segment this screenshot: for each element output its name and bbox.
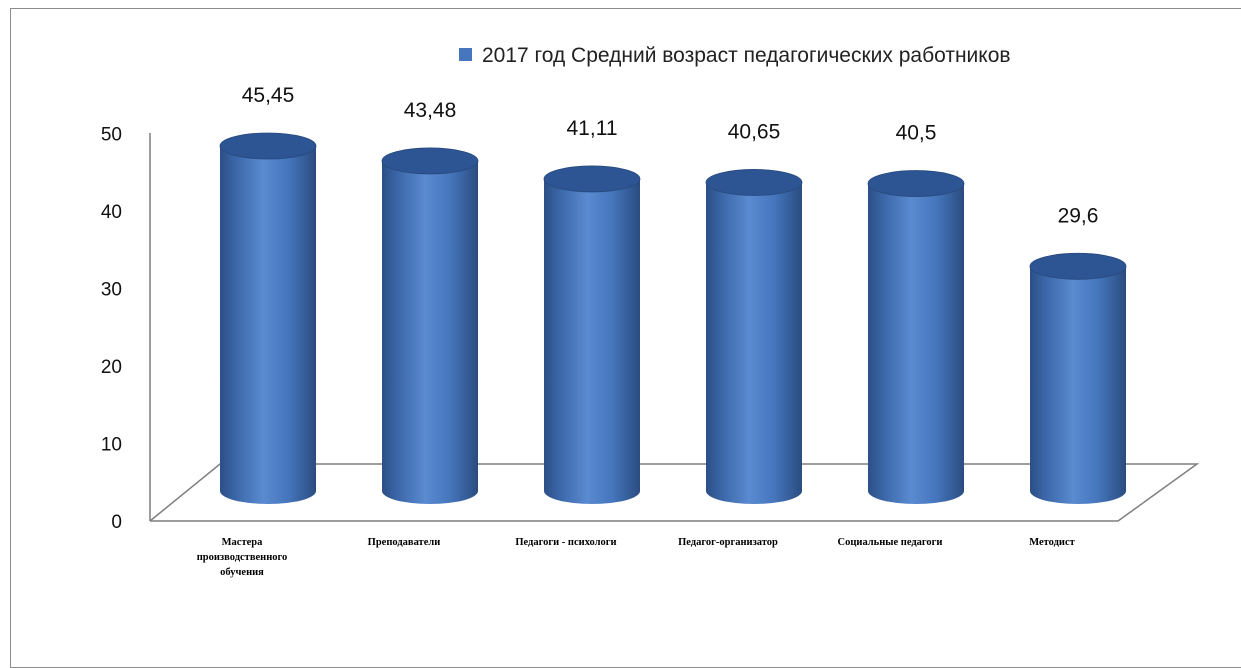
bar-body — [220, 146, 316, 504]
x-tick-label-line: Педагоги - психологи — [515, 537, 616, 548]
x-tick-label-line: обучения — [220, 567, 264, 578]
x-tick-label-line: Мастера — [222, 537, 263, 548]
bar — [1029, 252, 1127, 504]
x-tick-label: Мастера производственного обучения — [197, 537, 288, 578]
data-label: 41,11 — [567, 117, 618, 140]
x-tick-labels: Мастера производственного обучения Преподав… — [197, 537, 1076, 578]
y-tick-label: 0 — [111, 512, 122, 533]
data-label: 40,65 — [728, 120, 781, 143]
x-tick-label-line: Преподаватели — [368, 537, 441, 548]
data-label: 43,48 — [404, 99, 457, 122]
x-tick-label: Методист — [1029, 537, 1075, 548]
bar-body — [706, 182, 802, 504]
bar-body — [382, 160, 478, 504]
y-tick-label: 40 — [101, 202, 122, 223]
data-label: 45,45 — [242, 84, 295, 107]
y-tick-label: 20 — [101, 357, 122, 378]
x-tick-label-line: Методист — [1029, 537, 1075, 548]
bar-top — [705, 169, 803, 196]
legend-swatch — [459, 48, 472, 61]
data-label: 40,5 — [896, 122, 937, 145]
bar-top — [1029, 252, 1127, 280]
bar — [543, 165, 641, 504]
bar-body — [1030, 266, 1126, 504]
y-tick-label: 50 — [101, 125, 122, 146]
x-tick-label: Преподаватели — [368, 537, 441, 548]
bar-top — [219, 132, 317, 160]
x-tick-label: Социальные педагоги — [838, 537, 943, 548]
bar-top — [381, 147, 479, 175]
bar — [381, 147, 479, 504]
bars — [219, 132, 1127, 504]
x-tick-label: Педагоги - психологи — [515, 537, 616, 548]
bar-body — [868, 183, 964, 504]
floor-outline — [149, 463, 1200, 522]
bar — [867, 170, 965, 504]
x-tick-label-line: Социальные педагоги — [838, 537, 943, 548]
legend-label: 2017 год Средний возраст педагогических … — [482, 44, 1011, 67]
x-tick-label: Педагог-организатор — [678, 537, 778, 548]
y-tick-label: 30 — [101, 280, 122, 301]
bar-top — [867, 170, 965, 197]
bar-top — [543, 165, 641, 193]
x-tick-label-line: Педагог-организатор — [678, 537, 778, 548]
legend: 2017 год Средний возраст педагогических … — [459, 44, 1011, 67]
axes — [149, 133, 1200, 522]
y-tick-label: 10 — [101, 435, 122, 456]
bar-body — [544, 178, 640, 504]
x-tick-label-line: производственного — [197, 552, 288, 563]
data-label: 29,6 — [1058, 204, 1099, 227]
y-tick-labels: 0 10 20 30 40 50 — [101, 125, 122, 534]
bar — [219, 132, 317, 504]
data-labels: 45,45 43,48 41,11 40,65 40,5 29,6 — [242, 84, 1099, 227]
bar — [705, 169, 803, 504]
